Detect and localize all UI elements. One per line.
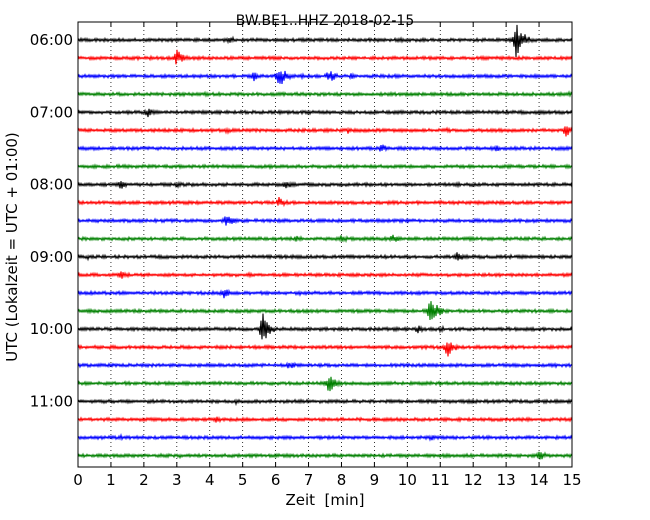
trace-line [77,342,573,357]
trace-line [77,234,573,244]
trace-line [77,313,573,340]
trace-line [77,271,573,279]
trace-group [77,24,573,460]
trace-line [77,252,573,262]
y-tick-label: 10:00 [30,320,73,338]
x-tick-label: 12 [464,471,483,489]
x-tick-label: 3 [172,471,182,489]
x-tick-label: 4 [205,471,215,489]
x-tick-label: 8 [337,471,347,489]
trace-line [77,398,573,407]
y-tick-label: 07:00 [30,103,73,121]
trace-line [77,451,573,460]
trace-line [77,180,573,190]
plot-frame [77,21,573,468]
y-tick-label: 11:00 [30,392,73,410]
trace-line [77,108,573,118]
y-axis: 06:00 07:00 08:00 09:00 10:00 11:00 [30,31,572,410]
trace-line [77,216,573,226]
trace-line [77,415,573,424]
trace-line [77,163,573,171]
y-tick-label: 09:00 [30,248,73,266]
x-tick-label: 10 [398,471,417,489]
x-tick-label: 6 [271,471,281,489]
y-axis-label: UTC (Lokalzeit = UTC + 01:00) [3,132,21,362]
trace-line [77,24,573,57]
trace-line [77,126,573,137]
trace-line [77,90,573,98]
trace-line [77,433,573,442]
x-tick-label: 0 [73,471,83,489]
trace-line [77,70,573,84]
y-tick-label: 08:00 [30,176,73,194]
x-tick-label: 13 [497,471,516,489]
x-tick-label: 1 [106,471,116,489]
trace-line [77,49,573,65]
x-tick-label: 2 [139,471,149,489]
trace-line [77,197,573,208]
trace-line [77,301,573,321]
x-tick-label: 15 [562,471,581,489]
trace-line [77,376,573,392]
x-axis: 0 1 2 3 4 5 6 7 8 9 10 11 12 13 14 15 [73,22,582,489]
x-tick-label: 14 [530,471,549,489]
x-tick-label: 7 [304,471,314,489]
x-axis-label: Zeit [min] [285,491,364,509]
y-tick-label: 06:00 [30,31,73,49]
x-tick-label: 5 [238,471,248,489]
trace-line [77,288,573,299]
x-tick-label: 9 [370,471,380,489]
trace-line [77,361,573,369]
chart-title: BW.BE1..HHZ 2018-02-15 [236,13,415,29]
trace-line [77,144,573,153]
x-tick-label: 11 [431,471,450,489]
